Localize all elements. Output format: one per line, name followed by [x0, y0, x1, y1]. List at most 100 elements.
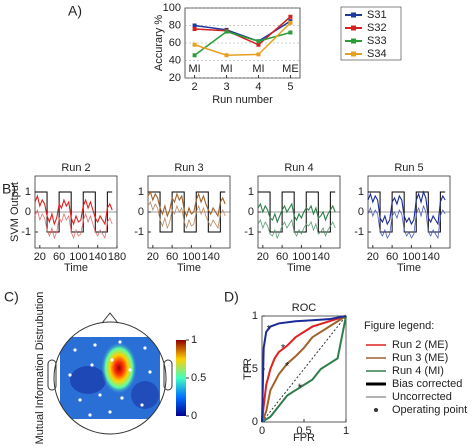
- legend-label: Operating point: [392, 404, 467, 416]
- electrode: [98, 393, 102, 397]
- panel-label: A): [68, 3, 82, 19]
- y-tick-label: -1: [244, 226, 254, 238]
- electrode: [148, 370, 152, 374]
- legend-title: Figure legend:: [364, 320, 434, 332]
- point: [192, 53, 197, 58]
- x-tick-label: 140: [422, 251, 440, 263]
- y-tick-label: 40: [169, 54, 181, 66]
- series-line: [147, 201, 226, 230]
- y-tick-label: 80: [169, 19, 181, 31]
- operating-point: *: [285, 361, 290, 373]
- x-axis-label: FPR: [293, 432, 315, 444]
- x-tick-label: 0: [259, 425, 265, 437]
- x-tick-label: 60: [53, 251, 65, 263]
- annotation: MI: [252, 63, 264, 75]
- y-tick-label: 1: [138, 186, 144, 198]
- y-tick-label: 0: [248, 206, 254, 218]
- legend-label: Uncorrected: [392, 391, 452, 403]
- legend-marker: [351, 12, 356, 18]
- legend-label: Run 3 (ME): [392, 352, 448, 364]
- head-ear: [163, 359, 173, 391]
- x-tick-label: 0.5: [296, 425, 311, 437]
- electrode: [90, 363, 94, 367]
- x-tick-label: 1: [343, 425, 349, 437]
- x-tick-label: 180: [108, 251, 126, 263]
- electrode: [88, 413, 92, 417]
- head-nose: [101, 312, 119, 324]
- legend-box: [340, 6, 402, 61]
- head-ear: [47, 359, 57, 391]
- series-line: [258, 191, 336, 233]
- x-tick-label: 60: [386, 251, 398, 263]
- x-tick-label: 100: [292, 251, 310, 263]
- electrode: [68, 373, 72, 377]
- y-tick-label: 1: [252, 310, 258, 322]
- electrode: [128, 368, 132, 372]
- x-tick-label: 140: [312, 251, 330, 263]
- x-tick-label: 2: [192, 81, 198, 93]
- series-line: [34, 194, 113, 226]
- x-axis-label: Run number: [212, 94, 273, 106]
- x-axis-label: Time: [397, 262, 421, 274]
- series-line: [194, 16, 291, 46]
- plot-title: ROC: [292, 302, 317, 314]
- plot-title: Run 2: [61, 162, 90, 174]
- y-tick-label: 1: [358, 186, 364, 198]
- y-tick-label: 1: [25, 186, 31, 198]
- panel-label: C): [4, 289, 19, 305]
- topo-region: [70, 366, 106, 394]
- x-axis-label: Time: [287, 262, 311, 274]
- point: [224, 29, 229, 34]
- point: [192, 27, 197, 31]
- y-tick-label: 20: [169, 72, 181, 84]
- electrode: [143, 346, 147, 350]
- operating-point: *: [298, 382, 303, 394]
- y-axis-label: Accurary %: [153, 15, 165, 71]
- electrode: [140, 403, 144, 407]
- legend-label: Run 2 (ME): [392, 339, 448, 351]
- y-tick-label: 0.5: [243, 363, 258, 375]
- colorbar-tick-label: 0.5: [191, 372, 206, 384]
- electrode: [120, 396, 124, 400]
- legend-label: S32: [367, 22, 387, 34]
- series-line: [367, 190, 446, 226]
- colorbar-tick-label: 1: [191, 334, 197, 346]
- legend-marker: [351, 51, 356, 57]
- x-tick-label: 100: [182, 251, 200, 263]
- head-outline: [53, 321, 167, 435]
- panel-label: D): [224, 289, 239, 305]
- y-tick-label: 100: [163, 2, 181, 14]
- panel-label: B): [2, 181, 16, 197]
- topo-region: [131, 381, 159, 409]
- series-line: [257, 202, 336, 224]
- point: [256, 42, 261, 47]
- electrode: [118, 340, 122, 344]
- topo-hotspot: [101, 342, 137, 394]
- series-line: [148, 191, 226, 233]
- series-line: [257, 218, 336, 240]
- y-tick-label: -1: [21, 226, 31, 238]
- series-line: [147, 190, 226, 218]
- electrode: [110, 358, 114, 362]
- series-line: [367, 204, 446, 240]
- operating-point: *: [281, 343, 286, 355]
- point: [256, 39, 261, 44]
- x-tick-label: 3: [223, 81, 229, 93]
- y-tick-label: 1: [248, 186, 254, 198]
- series-line: [194, 22, 291, 57]
- x-tick-label: 20: [367, 251, 379, 263]
- x-axis-label: Time: [64, 262, 88, 274]
- point: [288, 20, 293, 25]
- colorbar: [176, 340, 186, 416]
- roc-curve: [261, 315, 347, 423]
- topo-map: [60, 337, 160, 419]
- y-tick-label: 0: [358, 206, 364, 218]
- roc-curve: [261, 315, 347, 423]
- operating-point: *: [267, 324, 272, 336]
- legend-label: S31: [367, 9, 387, 21]
- point: [288, 14, 293, 19]
- colorbar-tick-label: 0: [191, 410, 197, 422]
- plot-title: Run 5: [394, 162, 423, 174]
- x-tick-label: 20: [257, 251, 269, 263]
